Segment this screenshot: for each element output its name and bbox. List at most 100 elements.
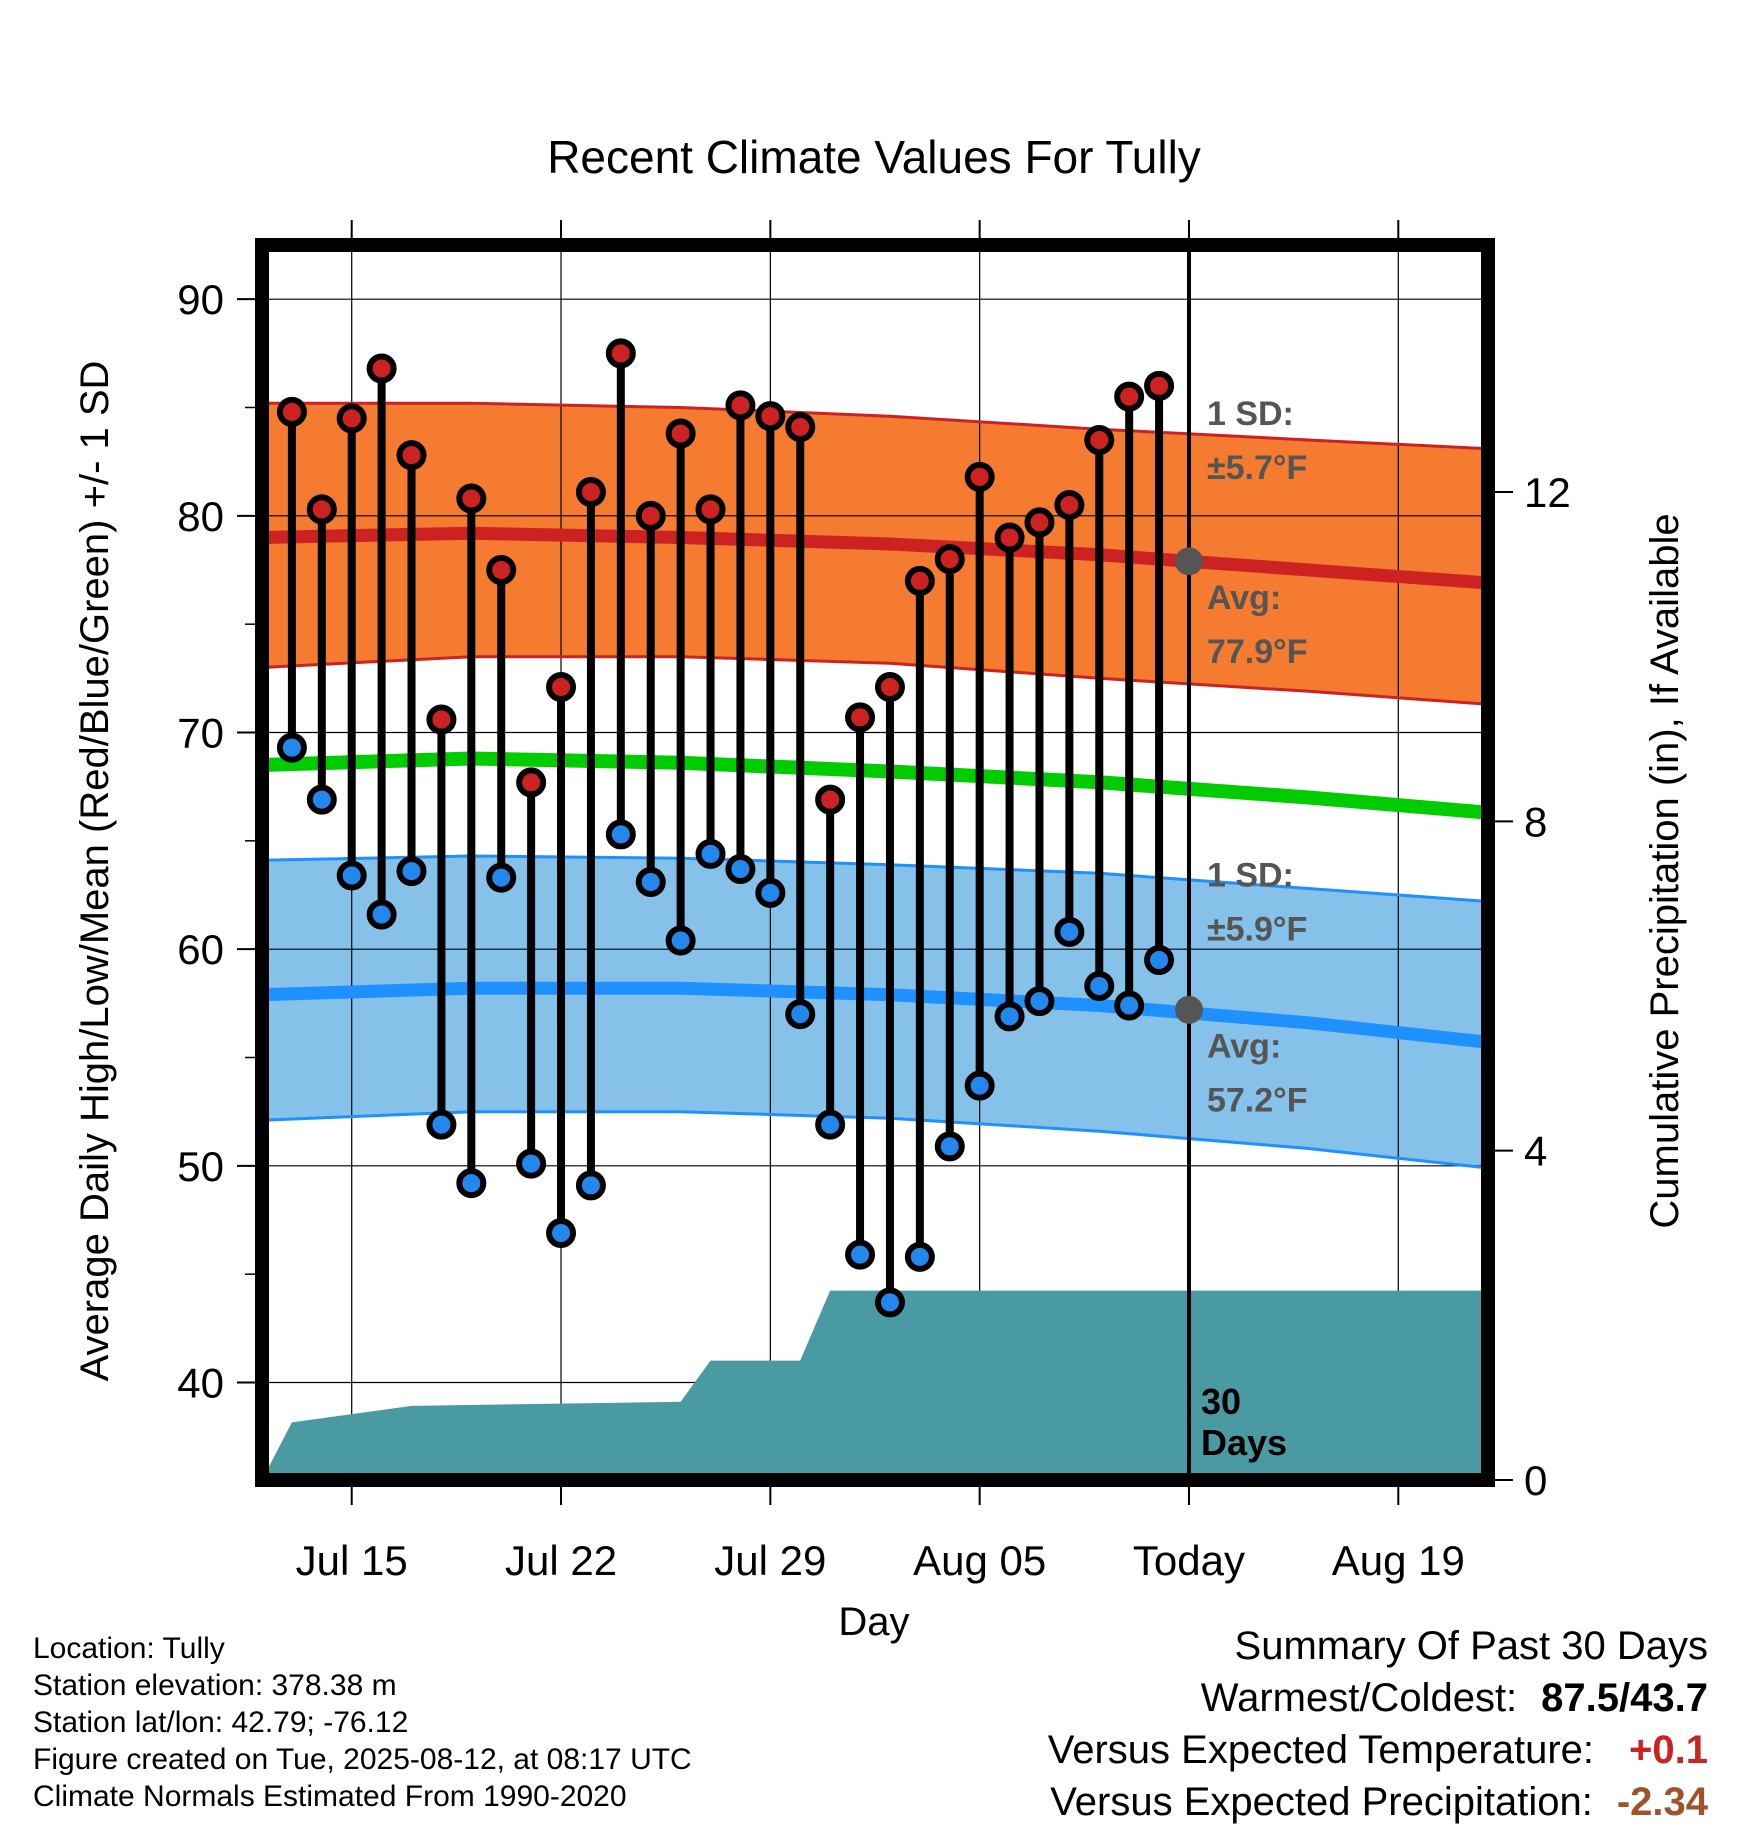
precip-label: Versus Expected Precipitation: (1050, 1780, 1593, 1824)
high-point (366, 353, 397, 384)
plot-frame (255, 238, 1495, 1487)
precipitation-fill (262, 1290, 1488, 1480)
high-point (755, 401, 786, 432)
high-point (904, 565, 935, 596)
summary-heading: Summary Of Past 30 Days (1234, 1624, 1708, 1668)
warmest-coldest-value: 87.5/43.7 (1541, 1676, 1708, 1720)
low-point (635, 867, 666, 897)
high-point (426, 704, 457, 735)
high-point (964, 461, 995, 492)
high-point (1024, 507, 1055, 538)
y-axis-label: Average Daily High/Low/Mean (Red/Blue/Gr… (73, 361, 117, 1382)
low-point (546, 1218, 577, 1248)
high-point (994, 522, 1025, 553)
high-point (1114, 381, 1145, 412)
y2-tick-label: 8 (1524, 798, 1547, 845)
station-info: Location: Tully Station elevation: 378.3… (33, 1630, 692, 1815)
days-label-word: Days (1201, 1422, 1287, 1463)
x-tick-label: Aug 05 (913, 1537, 1046, 1584)
low-point (1024, 986, 1055, 1017)
temp-value: +0.1 (1629, 1728, 1708, 1772)
warmest-coldest-label: Warmest/Coldest: (1200, 1676, 1518, 1720)
low-sd-band (262, 856, 1488, 1168)
low-point (695, 838, 726, 869)
low-point (486, 862, 517, 893)
y-tick-label: 80 (177, 493, 224, 540)
low-point (456, 1168, 487, 1199)
high-point (934, 544, 965, 575)
annotations: 1 SD: ±5.7°F Avg: 77.9°F 1 SD: ±5.9°F Avg: 57.2… (1201, 395, 1308, 1463)
y2-tick-label: 0 (1524, 1457, 1547, 1504)
low-point (605, 819, 636, 850)
x-tick-label: Today (1133, 1537, 1245, 1584)
low-avg-value: 57.2°F (1207, 1082, 1308, 1120)
y-tick-label: 70 (177, 710, 224, 757)
low-point (1054, 916, 1085, 947)
low-point (874, 1287, 905, 1318)
mean-normal-line (261, 751, 1489, 820)
low-point (785, 999, 816, 1030)
low-point (904, 1241, 935, 1272)
high-point (456, 483, 487, 514)
normals-text: Climate Normals Estimated From 1990-2020 (33, 1780, 627, 1813)
low-point (845, 1239, 876, 1270)
high-point (605, 338, 636, 369)
low-point (575, 1170, 606, 1201)
elevation-text: Station elevation: 378.38 m (33, 1669, 397, 1702)
precipitation-area (262, 1290, 1488, 1480)
temp-label: Versus Expected Temperature: (1047, 1728, 1594, 1772)
low-point (815, 1109, 846, 1140)
high-point (516, 767, 547, 798)
high-point (874, 672, 905, 702)
low-point (1084, 971, 1115, 1001)
low-point (934, 1131, 965, 1162)
high-avg-value: 77.9°F (1207, 633, 1308, 671)
low-point (276, 732, 307, 763)
low-point (665, 925, 696, 956)
created-text: Figure created on Tue, 2025-08-12, at 08… (33, 1743, 692, 1776)
days-label-number: 30 (1201, 1381, 1241, 1422)
plot-border (255, 238, 1495, 1487)
y2-axis-label: Cumulative Precipitation (in), If Availa… (1643, 513, 1687, 1228)
high-point (276, 396, 307, 427)
y-tick-label: 40 (177, 1360, 224, 1407)
today-low-avg-dot (1174, 995, 1203, 1024)
high-point (815, 784, 846, 815)
low-point (306, 784, 337, 815)
x-tick-label: Jul 22 (505, 1537, 617, 1584)
summary-temp: Versus Expected Temperature: +0.1 (1048, 1724, 1708, 1776)
summary-panel: Summary Of Past 30 Days Warmest/Coldest:… (1048, 1620, 1708, 1828)
low-point (336, 860, 367, 891)
high-point (1054, 490, 1085, 520)
high-point (396, 440, 427, 471)
today-marker (1174, 245, 1203, 1480)
high-point (695, 494, 726, 525)
low-point (366, 899, 397, 930)
low-avg-label: Avg: (1207, 1028, 1281, 1066)
high-point (1144, 370, 1175, 401)
high-point (546, 672, 577, 702)
low-point (755, 877, 786, 908)
low-point (426, 1109, 457, 1140)
high-point (486, 555, 517, 585)
low-point (1114, 990, 1145, 1021)
high-point (336, 403, 367, 434)
high-point (635, 500, 666, 531)
low-point (396, 856, 427, 887)
daily-points (276, 338, 1175, 1318)
precip-value: -2.34 (1616, 1780, 1708, 1824)
y2-tick-label: 12 (1524, 469, 1571, 516)
axis-ticks: 40 50 60 70 80 90 0 4 8 12 Jul 15 Jul 22 Jul 29 Aug 0… (177, 220, 1571, 1584)
x-tick-label: Aug 19 (1332, 1537, 1465, 1584)
x-tick-label: Jul 29 (714, 1537, 826, 1584)
location-text: Location: Tully (33, 1632, 225, 1665)
low-point (516, 1148, 547, 1179)
x-axis-label: Day (838, 1600, 909, 1644)
low-point (994, 1001, 1025, 1032)
high-point (1084, 425, 1115, 455)
high-avg-label: Avg: (1207, 579, 1281, 617)
y-tick-label: 90 (177, 276, 224, 323)
y-tick-label: 60 (177, 926, 224, 973)
low-sd-value: ±5.9°F (1207, 911, 1307, 949)
x-tick-label: Jul 15 (296, 1537, 408, 1584)
